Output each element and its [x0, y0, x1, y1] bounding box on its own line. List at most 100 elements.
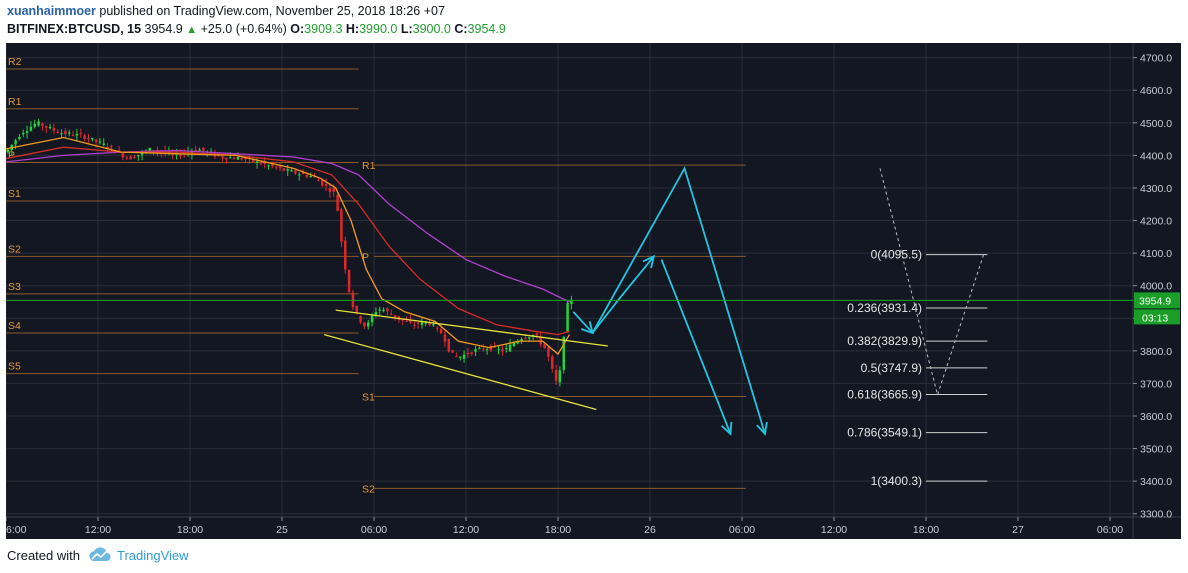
candle-body-down: [225, 157, 228, 160]
candle-body-down: [221, 156, 224, 159]
candle-body-down: [547, 347, 550, 357]
ema-fast-line: [6, 136, 571, 356]
candle-body-down: [194, 149, 197, 151]
candle-body-down: [64, 130, 67, 135]
candle-body-up: [18, 136, 21, 140]
y-tick-label: 4400.0: [1140, 150, 1172, 162]
candle-body-down: [156, 149, 159, 152]
candle-body-down: [317, 180, 320, 182]
candle-body-down: [340, 209, 343, 242]
countdown-badge: [1134, 309, 1180, 325]
y-tick-label: 4300.0: [1140, 183, 1172, 195]
candle-body-up: [378, 309, 381, 311]
x-tick-label: 18:00: [545, 524, 571, 536]
candle-body-up: [382, 309, 385, 312]
candle-body-down: [416, 322, 420, 324]
candle-body-down: [56, 131, 59, 134]
x-tick-label: 18:00: [913, 524, 939, 536]
chart-area[interactable]: 3300.03400.03500.03600.03700.03800.03900…: [6, 43, 1181, 539]
candle-body-down: [405, 321, 408, 323]
candle-body-down: [535, 333, 539, 336]
symbol-label[interactable]: BITFINEX:BTCUSD, 15: [7, 22, 142, 36]
pivot-label-left: S4: [8, 320, 21, 332]
candle-body-down: [301, 172, 305, 175]
candle-body-down: [466, 352, 470, 355]
candle-body-up: [148, 147, 151, 154]
fib-level-label: 1(3400.3): [871, 474, 922, 488]
candle-body-down: [244, 157, 247, 160]
pivot-label-right: S1: [362, 391, 375, 403]
pivot-label-left: S5: [8, 361, 21, 373]
candle-body-down: [347, 270, 351, 292]
chart-header: xuanhaimmoer published on TradingView.co…: [7, 3, 1177, 41]
author-link[interactable]: xuanhaimmoer: [7, 4, 96, 18]
pivot-label-left: P: [8, 150, 15, 162]
candle-body-up: [505, 348, 508, 350]
candle-body-down: [455, 356, 458, 358]
candle-body-up: [566, 303, 569, 333]
candle-body-down: [355, 305, 358, 313]
price-change: +25.0 (+0.64%): [200, 22, 287, 36]
candle-body-up: [68, 132, 71, 134]
candle-body-up: [459, 356, 462, 358]
tradingview-link[interactable]: TradingView: [117, 548, 189, 563]
candle-body-up: [497, 348, 500, 350]
x-tick-label: 12:00: [821, 524, 847, 536]
x-tick-label: 6:00: [6, 524, 27, 536]
publish-line: xuanhaimmoer published on TradingView.co…: [7, 4, 445, 18]
candle-body-down: [240, 158, 243, 160]
tradingview-cloud-icon[interactable]: [87, 546, 113, 564]
arrow-head: [756, 421, 768, 436]
candle-body-down: [363, 322, 366, 327]
pivot-label-left: R1: [8, 96, 22, 108]
candle-body-up: [570, 299, 573, 304]
candle-body-up: [558, 370, 562, 383]
time-axis: [6, 517, 1133, 539]
candle-body-up: [48, 126, 52, 129]
plot-background: [6, 43, 1133, 517]
candle-body-down: [332, 188, 335, 192]
price-chart[interactable]: 3300.03400.03500.03600.03700.03800.03900…: [6, 43, 1181, 539]
candle-body-down: [278, 166, 282, 168]
candle-body-down: [41, 123, 44, 127]
candle-body-down: [451, 350, 454, 353]
candle-body-down: [83, 135, 86, 139]
last-price-badge: [1134, 292, 1180, 309]
open-value: 3909.3: [304, 22, 343, 36]
pivot-label-left: R2: [8, 56, 22, 68]
candle-body-down: [321, 180, 324, 186]
candle-body-down: [202, 147, 205, 151]
x-tick-label: 26: [644, 524, 656, 536]
candle-body-up: [478, 347, 481, 349]
x-tick-label: 12:00: [85, 524, 111, 536]
candle-body-up: [33, 123, 36, 127]
x-tick-label: 27: [1012, 524, 1024, 536]
y-tick-label: 4600.0: [1140, 85, 1172, 97]
candle-body-down: [554, 370, 558, 381]
candle-body-down: [263, 161, 266, 165]
pivot-label-left: S2: [8, 243, 21, 255]
candle-body-up: [508, 344, 512, 352]
candle-body-down: [393, 315, 397, 319]
y-tick-label: 4500.0: [1140, 118, 1172, 130]
candle-body-up: [370, 315, 374, 323]
pivot-label-left: S3: [8, 281, 21, 293]
candle-body-down: [271, 163, 274, 167]
candle-body-up: [98, 141, 102, 143]
candle-body-down: [121, 153, 125, 158]
candle-body-up: [91, 137, 94, 140]
x-tick-label: 06:00: [1097, 524, 1123, 536]
candle-body-down: [336, 195, 339, 211]
candle-body-down: [482, 348, 485, 350]
candle-body-down: [436, 327, 439, 329]
y-tick-label: 4700.0: [1140, 53, 1172, 65]
up-triangle-icon: ▲: [186, 24, 198, 36]
low-value: 3900.0: [412, 22, 451, 36]
candle-body-down: [551, 356, 554, 369]
ohlc-line: BITFINEX:BTCUSD, 15 3954.9 ▲ +25.0 (+0.6…: [7, 22, 506, 36]
candle-body-down: [232, 158, 236, 160]
candle-body-down: [413, 324, 416, 326]
high-label: H:: [345, 22, 360, 36]
y-tick-label: 3700.0: [1140, 378, 1172, 390]
candle-body-down: [524, 338, 527, 340]
